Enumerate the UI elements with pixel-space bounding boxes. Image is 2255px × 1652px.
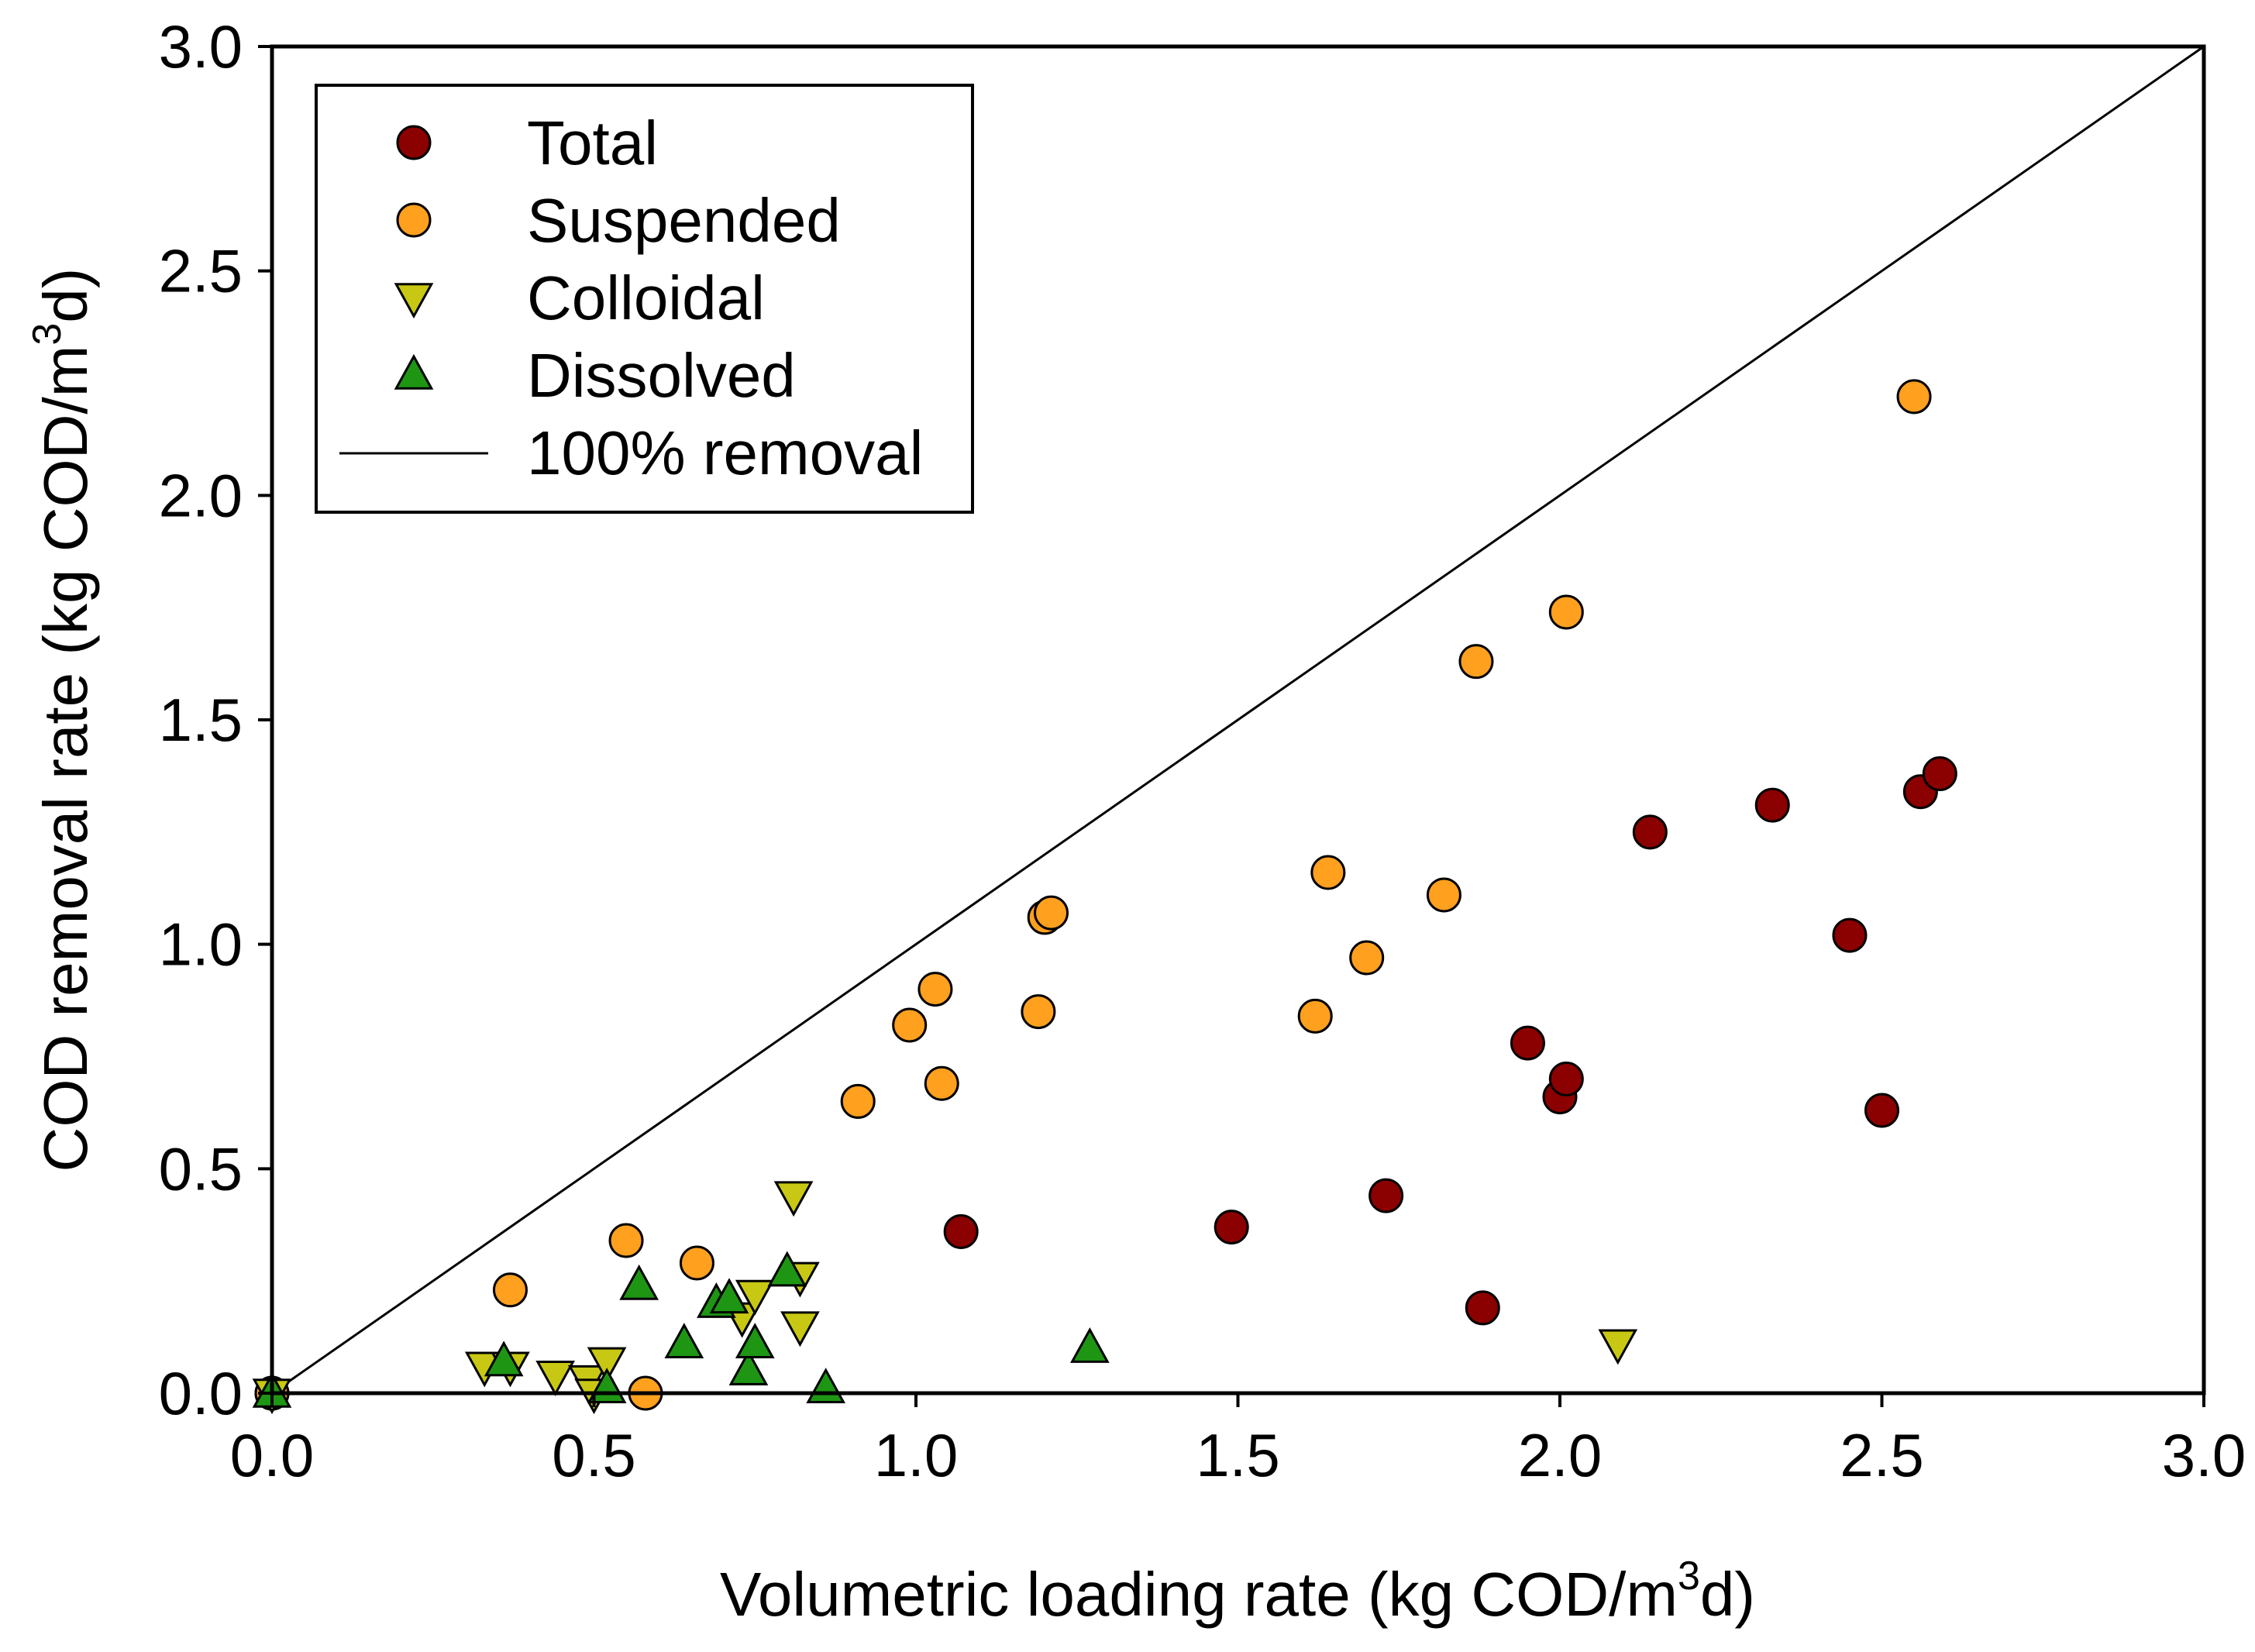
data-point-total bbox=[1632, 814, 1668, 850]
x-tick-label: 3.0 bbox=[2162, 1421, 2246, 1489]
y-tick-label: 0.5 bbox=[159, 1134, 243, 1203]
reference-line-layer bbox=[271, 45, 2205, 1395]
data-point-suspended bbox=[1896, 379, 1932, 415]
y-tick-label: 2.5 bbox=[159, 237, 243, 305]
legend-markers bbox=[394, 125, 434, 390]
legend-label-colloidal: Colloidal bbox=[527, 263, 765, 332]
data-point-suspended bbox=[1458, 644, 1494, 680]
x-axis-title: Volumetric loading rate (kg COD/m3d) bbox=[720, 1554, 1755, 1629]
data-point-total bbox=[1465, 1290, 1500, 1326]
x-tick-label: 1.0 bbox=[874, 1421, 958, 1489]
x-tick-label: 1.5 bbox=[1196, 1421, 1279, 1489]
data-point-colloidal bbox=[535, 1361, 575, 1396]
legend-label-suspended: Suspended bbox=[527, 186, 841, 255]
y-axis-title: COD removal rate (kg COD/m3d) bbox=[25, 268, 100, 1172]
data-point-colloidal bbox=[780, 1311, 820, 1347]
data-point-colloidal bbox=[1598, 1329, 1638, 1365]
data-point-dissolved bbox=[709, 1278, 749, 1314]
data-point-total bbox=[1754, 787, 1790, 823]
y-tick-label: 1.5 bbox=[159, 686, 243, 754]
x-axis-ticks: 0.0 0.5 1.0 1.5 2.0 2.5 3.0 bbox=[230, 1393, 2246, 1489]
data-point-suspended bbox=[924, 1065, 959, 1101]
data-point-colloidal bbox=[587, 1347, 627, 1383]
data-point-suspended bbox=[1426, 877, 1461, 913]
data-point-total bbox=[1214, 1210, 1249, 1245]
legend-label-100-removal: 100% removal bbox=[527, 418, 923, 487]
data-point-suspended bbox=[892, 1007, 928, 1043]
data-point-dissolved bbox=[735, 1323, 775, 1359]
data-point-total bbox=[1832, 917, 1868, 953]
data-point-suspended bbox=[679, 1245, 714, 1281]
data-point-colloidal bbox=[735, 1279, 775, 1316]
legend: Total Suspended Colloidal Dissolved 100%… bbox=[315, 84, 974, 514]
data-point-suspended bbox=[1021, 994, 1056, 1030]
x-tick-label: 2.0 bbox=[1518, 1421, 1602, 1489]
data-point-total bbox=[1368, 1178, 1404, 1213]
data-point-suspended bbox=[1548, 594, 1584, 630]
data-point-total bbox=[943, 1213, 979, 1249]
y-axis-ticks: 0.0 0.5 1.0 1.5 2.0 2.5 3.0 bbox=[159, 12, 272, 1427]
y-tick-label: 0.0 bbox=[159, 1359, 243, 1427]
legend-label-dissolved: Dissolved bbox=[527, 341, 796, 410]
x-tick-label: 0.5 bbox=[552, 1421, 635, 1489]
y-tick-label: 3.0 bbox=[159, 12, 243, 81]
data-point-total bbox=[1510, 1025, 1545, 1061]
data-point-dissolved bbox=[767, 1251, 807, 1287]
legend-label-total: Total bbox=[527, 108, 658, 177]
data-point-suspended bbox=[840, 1083, 876, 1119]
data-point-suspended bbox=[1349, 940, 1385, 976]
data-point-total bbox=[1864, 1093, 1899, 1128]
y-tick-label: 1.0 bbox=[159, 910, 243, 979]
data-point-total bbox=[1922, 756, 1957, 792]
legend-marker-dissolved bbox=[394, 353, 434, 390]
data-point-dissolved bbox=[728, 1349, 769, 1385]
data-point-suspended bbox=[1310, 855, 1346, 890]
reference-line-100-removal bbox=[271, 45, 2205, 1395]
legend-marker-total bbox=[396, 125, 432, 160]
legend-marker-colloidal bbox=[394, 283, 434, 319]
x-tick-label: 0.0 bbox=[230, 1421, 314, 1489]
data-point-suspended bbox=[1034, 895, 1069, 931]
legend-marker-suspended bbox=[396, 202, 432, 238]
data-point-total bbox=[1548, 1061, 1584, 1096]
data-point-colloidal bbox=[773, 1181, 814, 1217]
data-point-dissolved bbox=[1070, 1327, 1110, 1363]
data-point-suspended bbox=[608, 1223, 644, 1258]
y-tick-label: 2.0 bbox=[159, 461, 243, 529]
data-point-dissolved bbox=[619, 1264, 659, 1300]
legend-box bbox=[315, 84, 974, 514]
data-point-dissolved bbox=[664, 1323, 704, 1359]
x-tick-label: 2.5 bbox=[1840, 1421, 1923, 1489]
data-point-suspended bbox=[492, 1272, 528, 1308]
data-point-dissolved bbox=[484, 1341, 524, 1377]
data-point-suspended bbox=[1297, 998, 1333, 1034]
data-point-suspended bbox=[917, 972, 953, 1007]
